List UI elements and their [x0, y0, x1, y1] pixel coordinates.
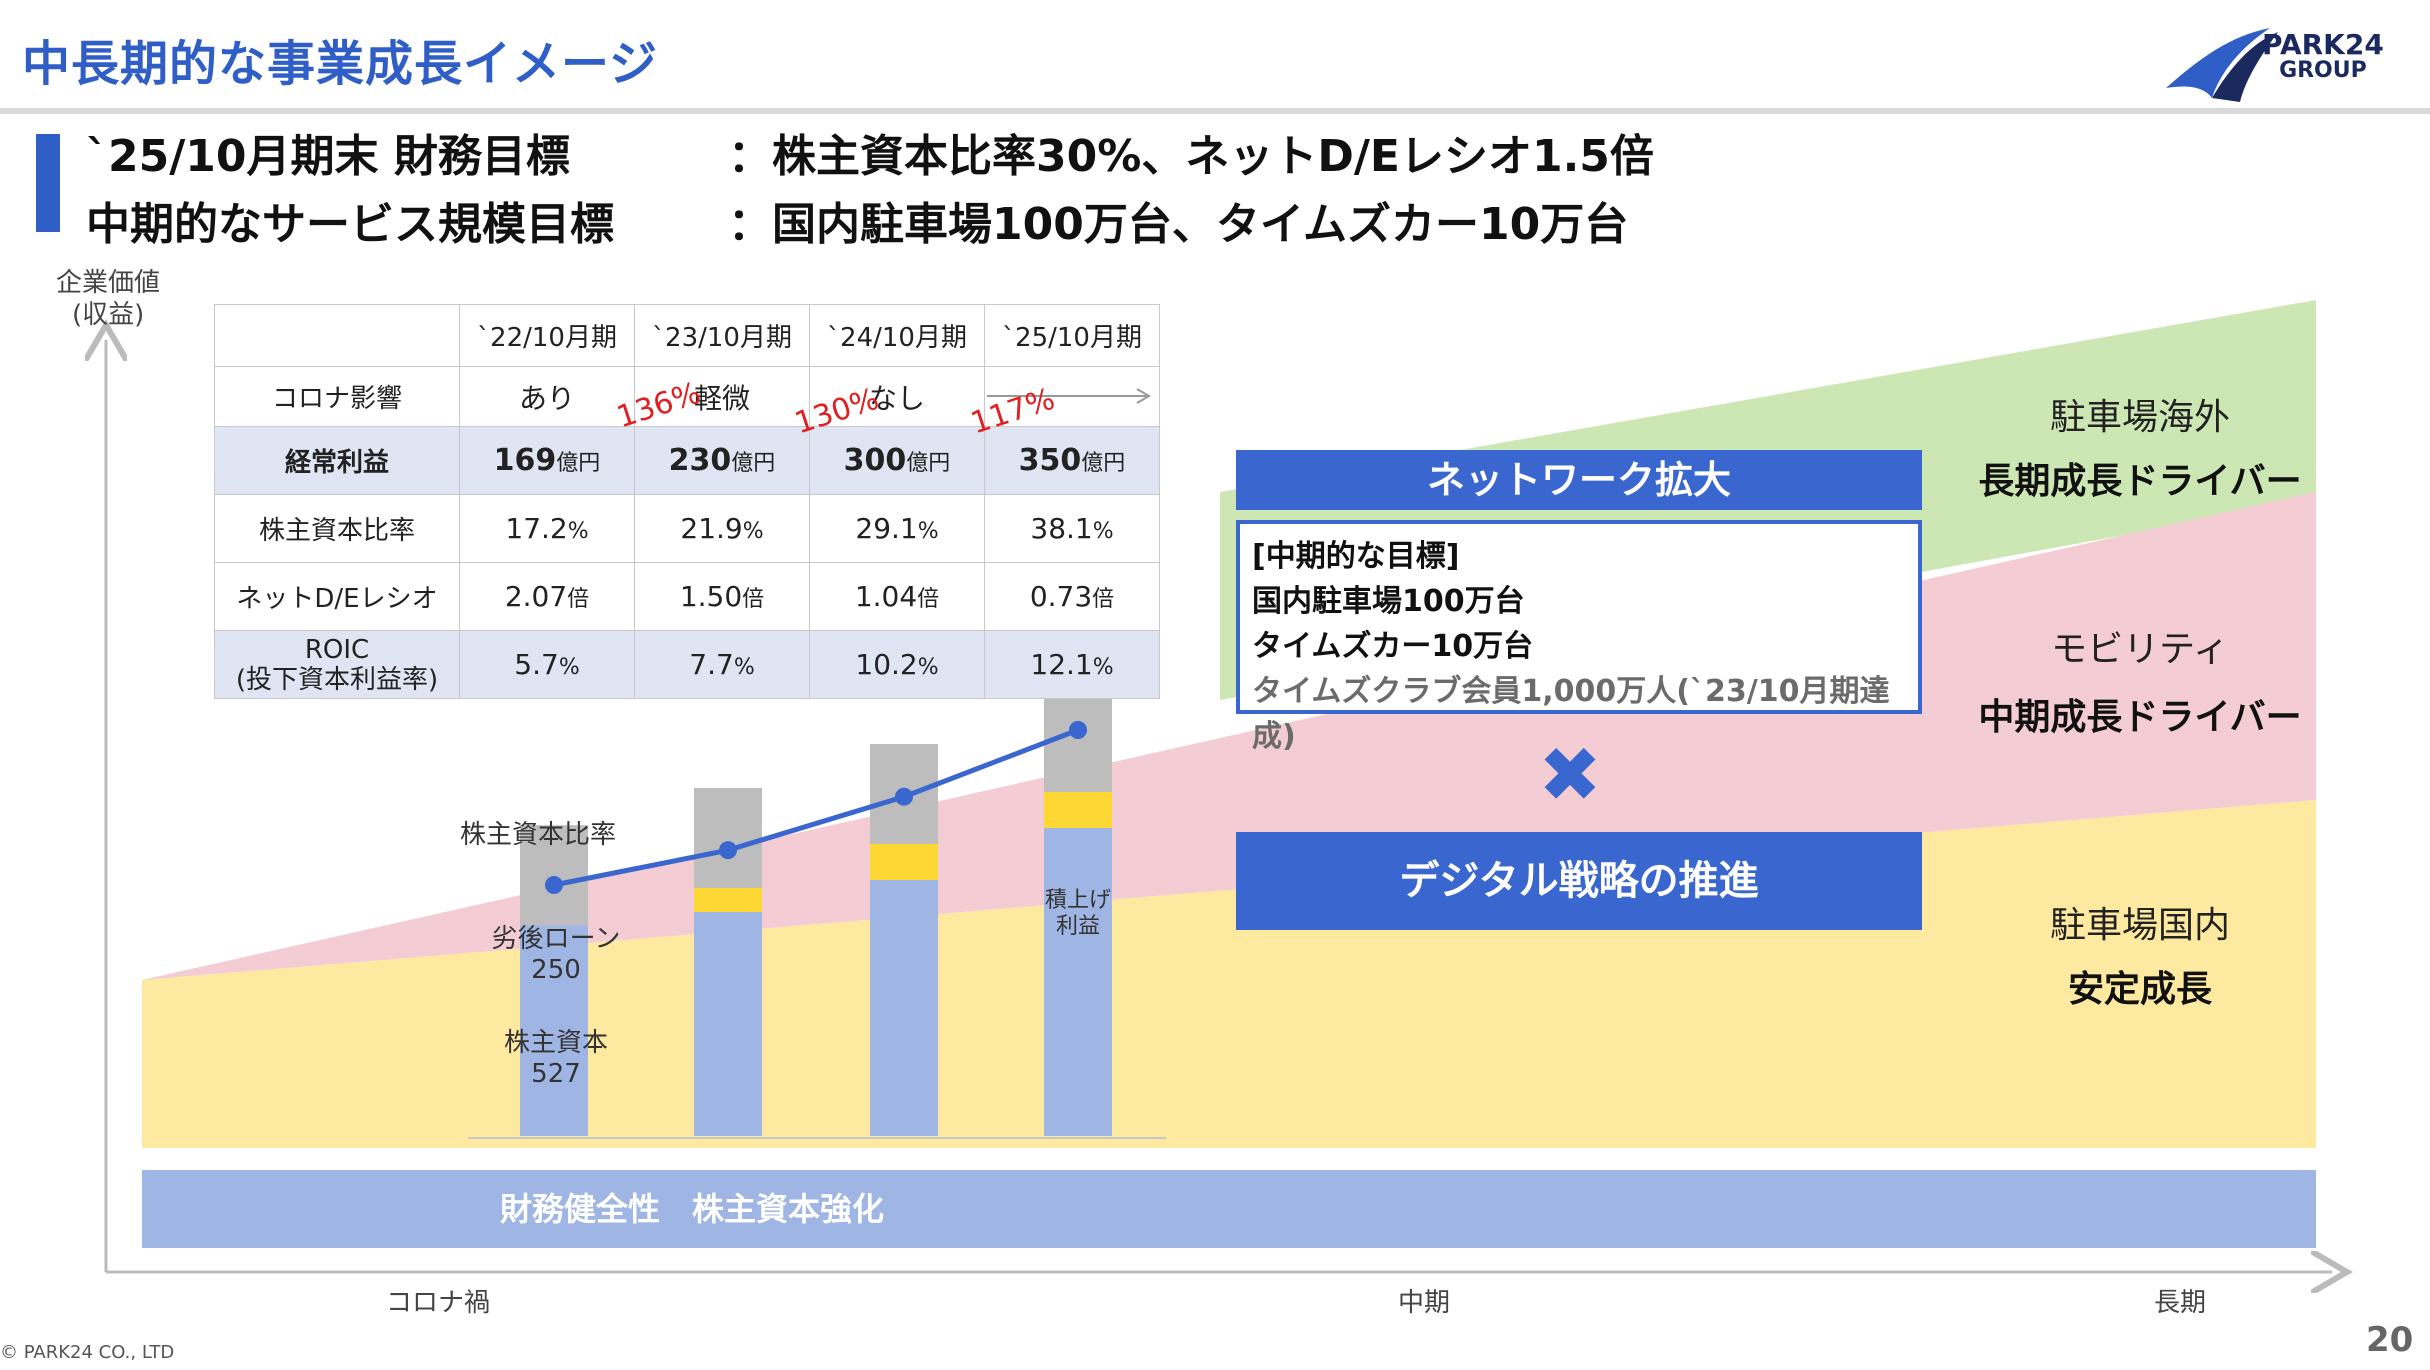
- overseas-driver: 長期成長ドライバー: [1978, 461, 2302, 502]
- mobility-driver: 中期成長ドライバー: [1978, 697, 2302, 738]
- table-cell: 軽微: [634, 366, 810, 427]
- ratio-point: [895, 787, 913, 806]
- x-axis-mid-label: 中期: [1398, 1288, 1451, 1318]
- y-axis-label-2: (収益): [72, 300, 145, 330]
- table-cell: [984, 366, 1160, 427]
- mid-term-goals-box: [中期的な目標] 国内駐車場100万台 タイムズカー10万台 タイムズクラブ会員…: [1236, 520, 1922, 754]
- bar-segment: [520, 825, 588, 926]
- table-row: ROIC (投下資本利益率) 5.7% 7.7% 10.2% 12.1%: [214, 630, 1160, 699]
- digital-strategy-box: デジタル戦略の推進: [1236, 832, 1922, 930]
- bar-segment: [870, 844, 938, 880]
- bar-segment: [694, 888, 762, 912]
- bar-segment: [520, 925, 588, 1136]
- row-label: コロナ影響: [214, 366, 460, 427]
- bar-segment: [1044, 692, 1112, 792]
- x-axis-right-label: 長期: [2154, 1288, 2207, 1318]
- goal-item: タイムズカー10万台: [1252, 629, 1534, 664]
- target-2-label: 中期的なサービス規模目標: [86, 199, 614, 250]
- target-1-value: ：株主資本比率30%、ネットD/Eレシオ1.5倍: [728, 131, 1654, 182]
- domestic-driver: 安定成長: [2067, 969, 2212, 1010]
- equity-label: 株主資本 527: [476, 1022, 636, 1089]
- equity-ratio-line: [545, 721, 1087, 894]
- goal-header: [中期的な目標]: [1252, 539, 1460, 574]
- table-cell: 350億円: [984, 426, 1160, 495]
- page-title: 中長期的な事業成長イメージ: [22, 36, 659, 92]
- logo-line-2: GROUP: [2279, 58, 2367, 83]
- x-axis-left-label: コロナ禍: [386, 1288, 491, 1318]
- overseas-heading: 駐車場海外: [2049, 397, 2230, 438]
- row-label: ROIC (投下資本利益率): [214, 630, 460, 699]
- table-cell: 17.2%: [459, 494, 635, 563]
- table-cell: 230億円: [634, 426, 810, 495]
- logo-text: PARK24 GROUP: [2262, 30, 2384, 82]
- logo-swoosh-icon: [2166, 28, 2278, 102]
- page-number: 20: [2366, 1320, 2414, 1360]
- goal-item: タイムズクラブ会員1,000万人(`23/10月期達成): [1252, 674, 1890, 754]
- table-cell: 38.1%: [984, 494, 1160, 563]
- capital-bars: [520, 692, 1112, 1136]
- ratio-line-path: [553, 727, 1079, 888]
- bar-segment: [694, 912, 762, 1136]
- table-cell: 0.73倍: [984, 562, 1160, 631]
- foundation-label: 財務健全性 株主資本強化: [499, 1190, 884, 1228]
- y-axis-label-1: 企業価値: [56, 268, 161, 298]
- table-cell: 29.1%: [809, 494, 985, 563]
- goal-item: 国内駐車場100万台: [1252, 584, 1525, 619]
- table-cell: 1.50倍: [634, 562, 810, 631]
- target-1-label: `25/10月期末 財務目標: [86, 131, 570, 182]
- ratio-point: [1069, 721, 1087, 739]
- bar-segment: [1044, 828, 1112, 1136]
- table-corner: [214, 304, 460, 367]
- multiply-icon: ✖: [1538, 730, 1602, 819]
- table-col-header: `25/10月期: [984, 304, 1160, 367]
- table-col-header: `22/10月期: [459, 304, 635, 367]
- line-series-label: 株主資本比率: [460, 820, 617, 850]
- bar-segment: [1044, 792, 1112, 828]
- arrow-right-icon: [987, 388, 1151, 404]
- ratio-point: [545, 876, 563, 894]
- foundation-bar: [142, 1170, 2316, 1248]
- table-cell: 2.07倍: [459, 562, 635, 631]
- logo-line-1: PARK24: [2262, 28, 2384, 61]
- retained-line-2: 利益: [1055, 914, 1100, 939]
- table-cell: 5.7%: [459, 630, 635, 699]
- table-col-header: `24/10月期: [809, 304, 985, 367]
- sub-loan-value: 250: [531, 955, 581, 985]
- retained-label: 積上げ 利益: [1036, 888, 1120, 940]
- table-row: 経常利益 169億円 230億円 300億円 350億円: [214, 426, 1160, 495]
- table-col-header: `23/10月期: [634, 304, 810, 367]
- target-2-value: ：国内駐車場100万台、タイムズカー10万台: [728, 199, 1629, 250]
- table-cell: 10.2%: [809, 630, 985, 699]
- table-cell: 300億円: [809, 426, 985, 495]
- header-rule: [0, 108, 2430, 114]
- sub-loan-name: 劣後ローン: [491, 924, 621, 954]
- table-cell: 7.7%: [634, 630, 810, 699]
- row-label: 経常利益: [214, 426, 460, 495]
- table-cell: あり: [459, 366, 635, 427]
- bar-segment: [694, 788, 762, 888]
- equity-name: 株主資本: [503, 1028, 608, 1058]
- financial-table: `22/10月期 `23/10月期 `24/10月期 `25/10月期 コロナ影…: [214, 304, 1160, 699]
- table-row: ネットD/Eレシオ 2.07倍 1.50倍 1.04倍 0.73倍: [214, 562, 1160, 631]
- sub-loan-label: 劣後ローン 250: [476, 918, 636, 985]
- copyright: © PARK24 CO., LTD: [0, 1342, 175, 1363]
- row-label: ネットD/Eレシオ: [214, 562, 460, 631]
- domestic-heading: 駐車場国内: [2049, 905, 2230, 946]
- table-cell: 1.04倍: [809, 562, 985, 631]
- table-cell: 169億円: [459, 426, 635, 495]
- table-cell: 12.1%: [984, 630, 1160, 699]
- table-row: 株主資本比率 17.2% 21.9% 29.1% 38.1%: [214, 494, 1160, 563]
- network-expansion-box: ネットワーク拡大: [1236, 450, 1922, 510]
- accent-bar: [36, 134, 60, 232]
- park24-logo: [2160, 18, 2410, 104]
- table-header-row: `22/10月期 `23/10月期 `24/10月期 `25/10月期: [214, 304, 1160, 367]
- table-cell: 21.9%: [634, 494, 810, 563]
- ratio-point: [719, 841, 737, 860]
- mobility-heading: モビリティ: [2051, 629, 2229, 670]
- row-label: 株主資本比率: [214, 494, 460, 563]
- equity-value: 527: [531, 1059, 581, 1089]
- bar-segment: [870, 880, 938, 1136]
- retained-line-1: 積上げ: [1044, 888, 1111, 913]
